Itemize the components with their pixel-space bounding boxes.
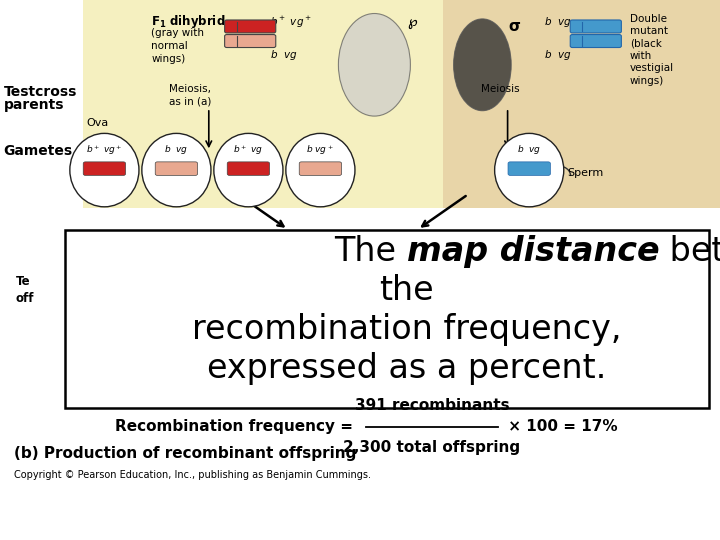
Ellipse shape xyxy=(495,133,564,207)
FancyBboxPatch shape xyxy=(443,0,720,208)
Ellipse shape xyxy=(338,14,410,116)
Text: $b\ \ vg$: $b\ \ vg$ xyxy=(544,48,571,62)
Bar xyxy=(65,230,709,408)
Text: Recombination frequency =: Recombination frequency = xyxy=(115,419,359,434)
Text: $b\ \ vg$: $b\ \ vg$ xyxy=(544,15,571,29)
Text: expressed as a percent.: expressed as a percent. xyxy=(207,352,606,385)
Text: (gray with: (gray with xyxy=(151,28,204,38)
FancyBboxPatch shape xyxy=(225,20,276,33)
Ellipse shape xyxy=(214,133,283,207)
Text: $b\ vg^+$: $b\ vg^+$ xyxy=(307,143,334,157)
Ellipse shape xyxy=(142,133,211,207)
Text: $b^+\ vg^+$: $b^+\ vg^+$ xyxy=(86,143,122,157)
Text: recombination frequency,: recombination frequency, xyxy=(192,313,621,346)
FancyBboxPatch shape xyxy=(300,162,341,176)
Text: map distance: map distance xyxy=(407,234,660,268)
Text: with: with xyxy=(630,51,652,61)
Text: $\mathbf{\wp}$: $\mathbf{\wp}$ xyxy=(407,17,418,31)
Ellipse shape xyxy=(286,133,355,207)
Text: $b^+\ vg^+$: $b^+\ vg^+$ xyxy=(270,15,312,30)
Text: $b\ \ vg$: $b\ \ vg$ xyxy=(270,48,297,62)
Text: Meiosis: Meiosis xyxy=(481,84,520,94)
FancyBboxPatch shape xyxy=(228,162,269,176)
Text: wings): wings) xyxy=(151,54,186,64)
FancyBboxPatch shape xyxy=(84,162,125,176)
Text: Ova: Ova xyxy=(86,118,109,128)
Text: Double: Double xyxy=(630,14,667,24)
Text: $\mathbf{\sigma}$: $\mathbf{\sigma}$ xyxy=(508,19,521,34)
Text: Testcross: Testcross xyxy=(4,85,77,99)
Text: $b\ \ vg$: $b\ \ vg$ xyxy=(164,144,189,157)
Text: Gametes: Gametes xyxy=(4,144,73,158)
FancyBboxPatch shape xyxy=(570,20,621,33)
Text: wings): wings) xyxy=(630,76,665,86)
Text: between two genes is: between two genes is xyxy=(660,234,720,268)
Text: the: the xyxy=(379,274,434,307)
Text: $\mathbf{F_1}$ dihybrid: $\mathbf{F_1}$ dihybrid xyxy=(151,14,225,30)
Text: 2,300 total offspring: 2,300 total offspring xyxy=(343,440,521,455)
Text: Meiosis,: Meiosis, xyxy=(169,84,211,94)
Text: parents: parents xyxy=(4,98,64,112)
FancyBboxPatch shape xyxy=(83,0,443,208)
Ellipse shape xyxy=(70,133,139,207)
Text: mutant: mutant xyxy=(630,26,668,36)
FancyBboxPatch shape xyxy=(570,35,621,48)
Text: $b\ \ vg$: $b\ \ vg$ xyxy=(517,144,541,157)
Text: off: off xyxy=(16,292,35,305)
Text: as in (a): as in (a) xyxy=(169,96,212,106)
Ellipse shape xyxy=(454,19,511,111)
Text: vestigial: vestigial xyxy=(630,63,674,73)
Text: Sperm: Sperm xyxy=(567,168,603,178)
Text: (black: (black xyxy=(630,38,662,49)
FancyBboxPatch shape xyxy=(508,162,550,176)
Text: × 100 = 17%: × 100 = 17% xyxy=(503,419,617,434)
Text: $b^+\ vg$: $b^+\ vg$ xyxy=(233,143,264,157)
Text: 391 recombinants: 391 recombinants xyxy=(355,398,509,413)
Text: (b) Production of recombinant offspring: (b) Production of recombinant offspring xyxy=(14,446,357,461)
Text: The: The xyxy=(334,234,407,268)
FancyBboxPatch shape xyxy=(225,35,276,48)
Text: Copyright © Pearson Education, Inc., publishing as Benjamin Cummings.: Copyright © Pearson Education, Inc., pub… xyxy=(14,470,372,480)
FancyBboxPatch shape xyxy=(156,162,197,176)
Text: normal: normal xyxy=(151,41,188,51)
Text: Te: Te xyxy=(16,275,30,288)
